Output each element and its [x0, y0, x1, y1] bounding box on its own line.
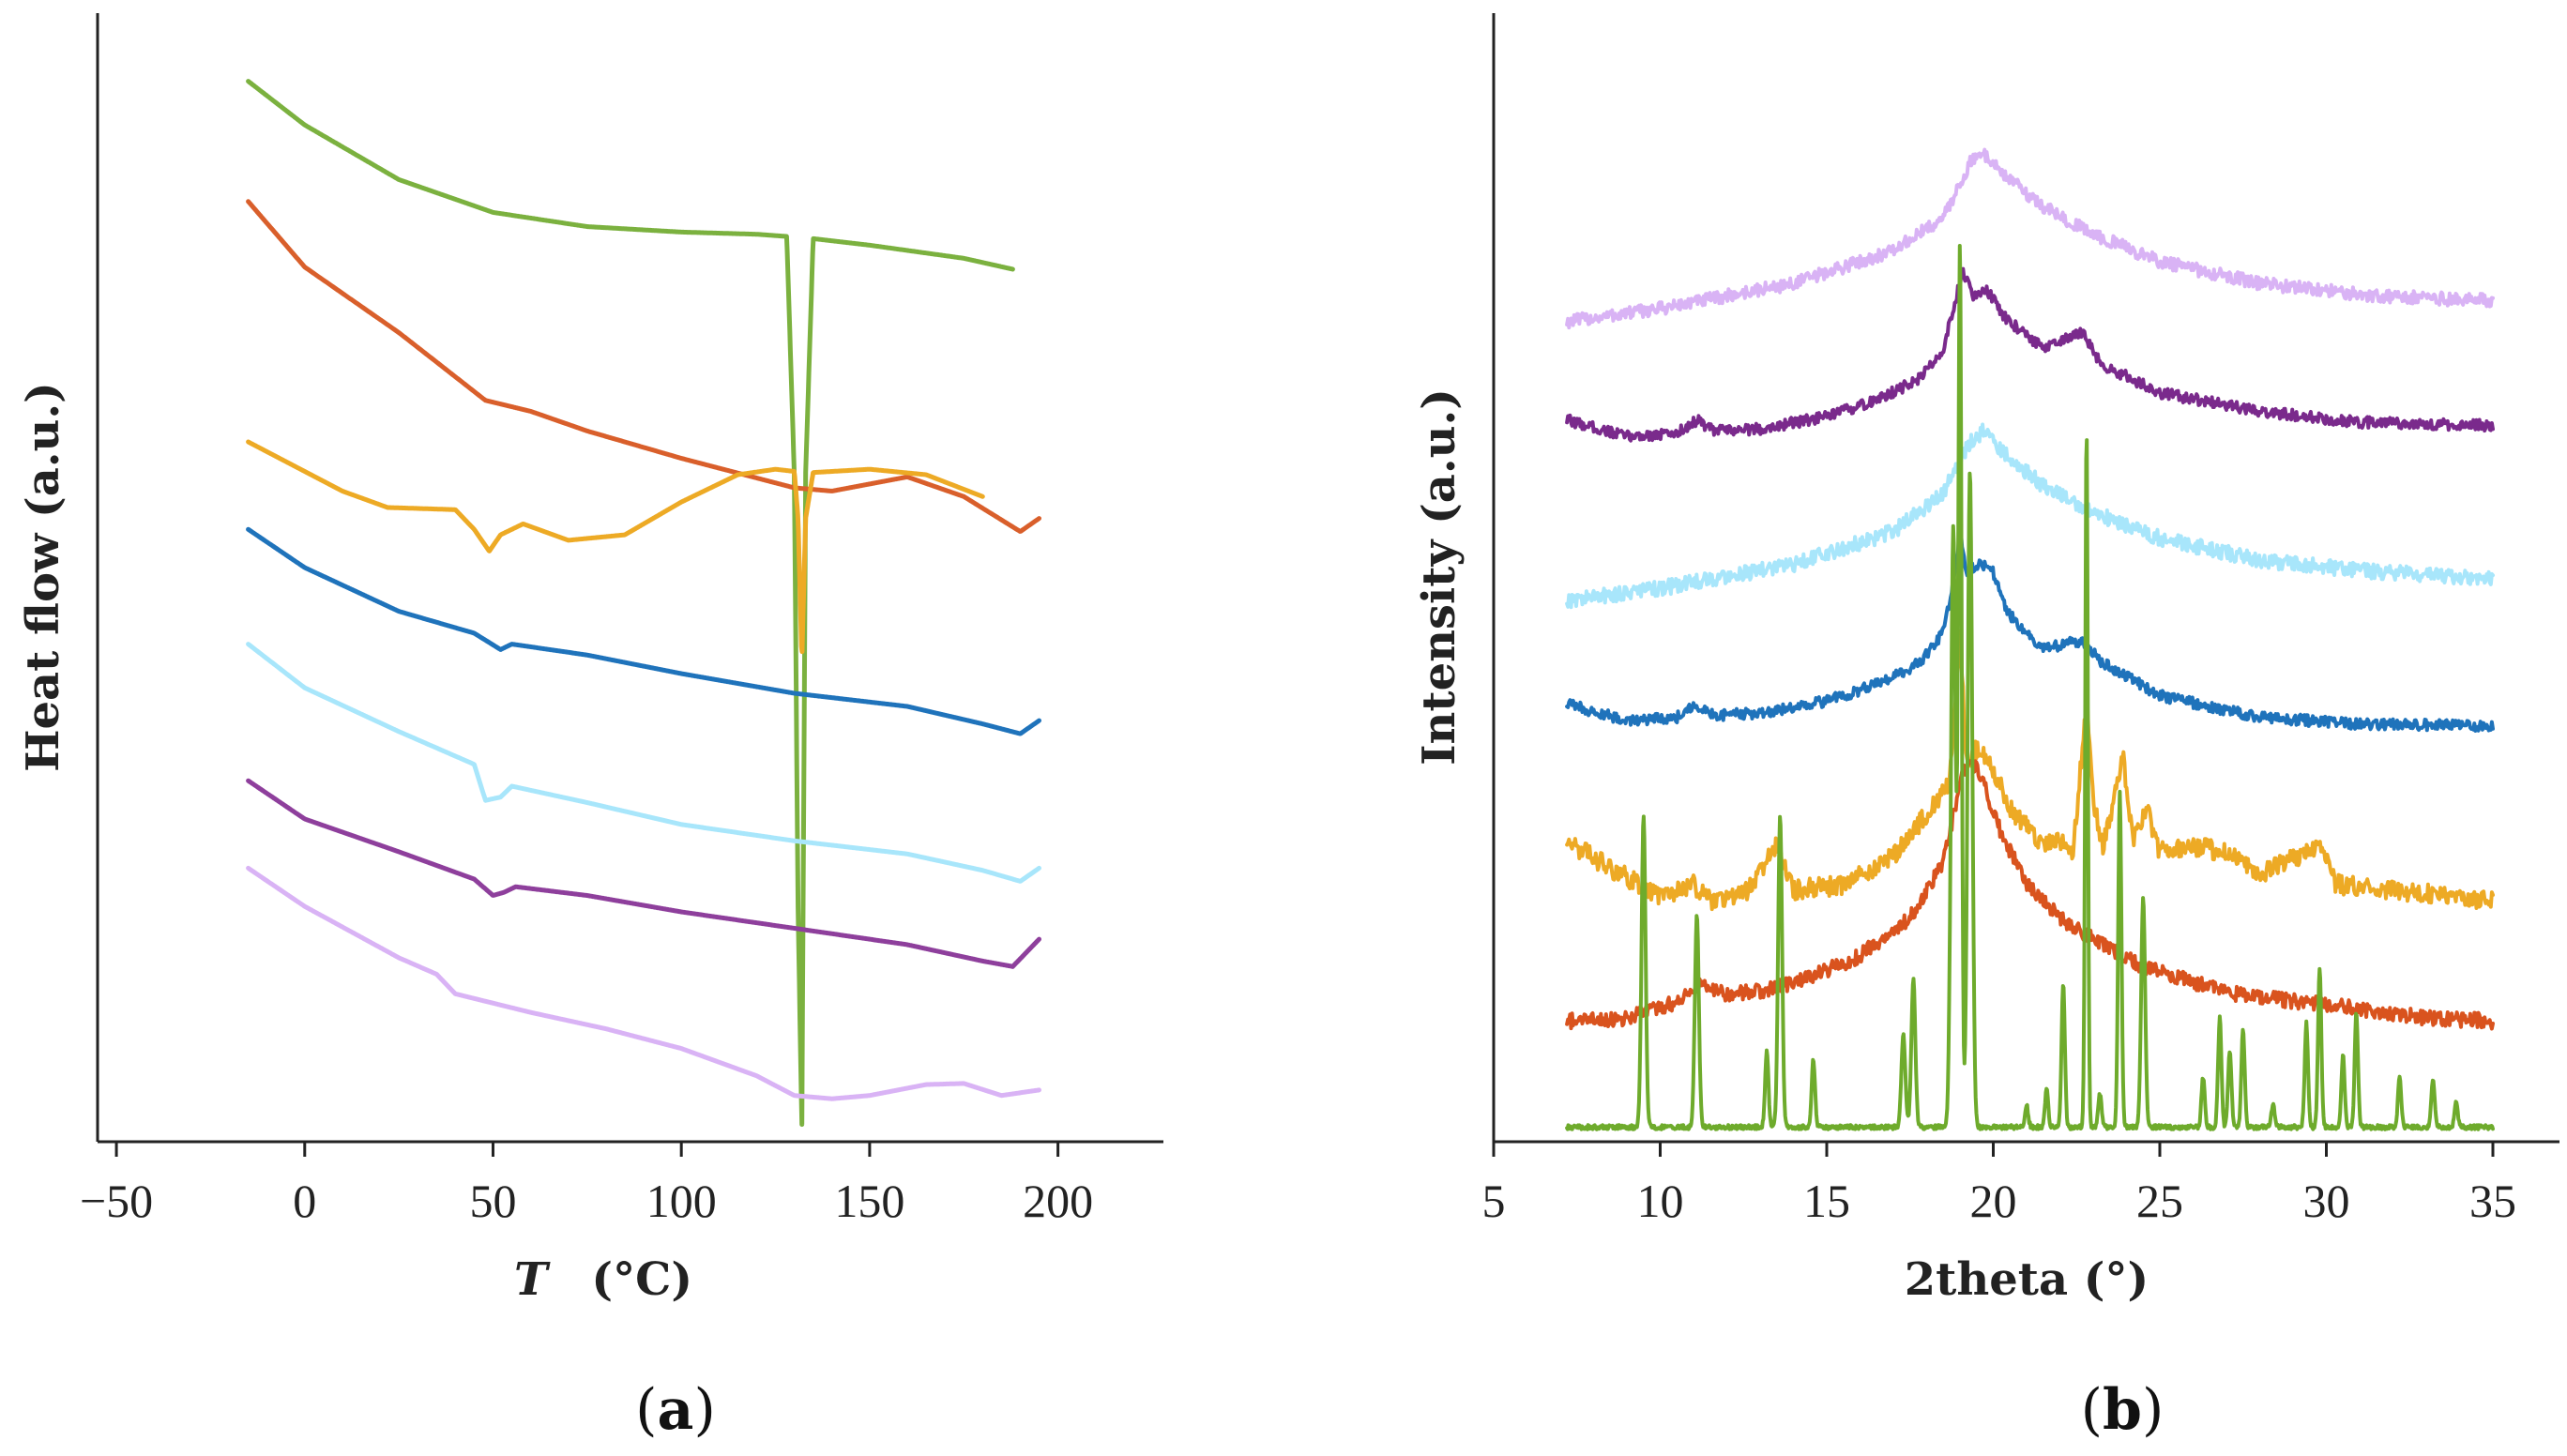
panel-b-x-tick-label: 15 [1803, 1175, 1850, 1227]
panel-a-x-tick-label: 0 [293, 1175, 316, 1227]
panel-b-x-tick-label: 30 [2303, 1175, 2350, 1227]
panel-b-x-tick-label: 20 [1970, 1175, 2017, 1227]
panel-a-close-paren: ) [693, 1377, 715, 1443]
panel-a-x-tick-label: 150 [834, 1175, 904, 1227]
panel-b-intensity-chart: 5 10 15 20 25 30 35 Intensity (a.u.) 2theta (°… [1413, 13, 2559, 1443]
panel-b-series-line-3 [1565, 422, 2495, 610]
panel-a-series-line-6 [246, 778, 1041, 969]
panel-b-x-tick-label: 5 [1482, 1175, 1506, 1227]
panel-b-y-axis-label: Intensity (a.u.) [1413, 388, 1466, 766]
panel-a-series-line-3 [246, 439, 985, 655]
panel-a-series-line-1 [246, 79, 1015, 1128]
panel-b-x-axis-label: 2theta (°) [1905, 1253, 2149, 1306]
panel-a-series-line-5 [246, 642, 1041, 884]
panel-a-open-paren: ( [635, 1377, 657, 1443]
panel-b-x-tick-label: 25 [2136, 1175, 2183, 1227]
panel-a-label: (a) [635, 1377, 716, 1443]
panel-a-x-tick-label: −50 [80, 1175, 153, 1227]
panel-a-x-tick-label: 200 [1023, 1175, 1093, 1227]
panel-a-series-line-4 [246, 526, 1041, 736]
panel-a-letter: a [658, 1377, 694, 1443]
panel-a-x-axis-label-unit: (°C) [591, 1253, 692, 1306]
panel-a-x-tick-label: 100 [646, 1175, 717, 1227]
panel-b-series-line-6 [1565, 758, 2495, 1031]
panel-b-label: (b) [2081, 1377, 2164, 1443]
panel-a-x-axis-label: T (°C) [514, 1253, 692, 1306]
panel-b-series-line-4 [1565, 524, 2495, 733]
panel-b-series-line-7 [1565, 244, 2495, 1131]
panel-b-letter: b [2103, 1377, 2142, 1443]
panel-b-series-line-1 [1565, 147, 2495, 330]
panel-b-series-line-5 [1565, 629, 2495, 912]
panel-b-close-paren: ) [2142, 1377, 2164, 1443]
panel-a-x-tick-label: 50 [469, 1175, 516, 1227]
panel-b-open-paren: ( [2081, 1377, 2103, 1443]
panel-b-series [1565, 147, 2495, 1131]
panel-b-x-tick-label: 35 [2469, 1175, 2516, 1227]
panel-a-heat-flow-chart: −50 0 50 100 150 200 Heat flow (a.u.) T (°C) … [17, 13, 1163, 1443]
panel-a-series-line-7 [246, 865, 1041, 1101]
panel-b-x-ticks: 5 10 15 20 25 30 35 [1482, 1142, 2516, 1227]
panel-a-series-line-2 [246, 199, 1041, 534]
panel-b-x-tick-label: 10 [1637, 1175, 1684, 1227]
panel-a-x-ticks: −50 0 50 100 150 200 [80, 1142, 1093, 1227]
panel-a-series [246, 79, 1041, 1128]
panel-b-series-line-2 [1565, 266, 2495, 443]
panel-a-x-axis-label-symbol: T [514, 1253, 551, 1306]
panel-a-y-axis-label: Heat flow (a.u.) [17, 382, 69, 772]
